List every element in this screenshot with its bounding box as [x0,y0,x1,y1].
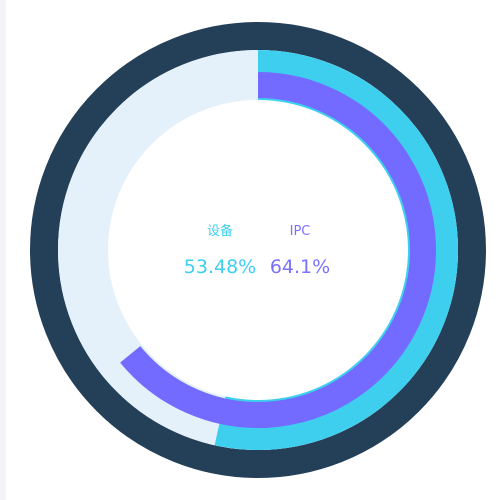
progress-arc-ipc [120,72,436,428]
left-edge-strip [0,0,6,500]
ipc-series-name: IPC [289,224,311,239]
center-labels: 设备 53.48% IPC 64.1% [0,222,500,292]
ipc-label-group: IPC 64.1% [255,222,345,280]
outer-ring [30,22,486,478]
device-series-name: 设备 [206,224,233,239]
device-label-group: 设备 53.48% [175,222,265,280]
ipc-series-value: 64.1% [269,256,331,278]
device-series-value: 53.48% [183,256,257,278]
